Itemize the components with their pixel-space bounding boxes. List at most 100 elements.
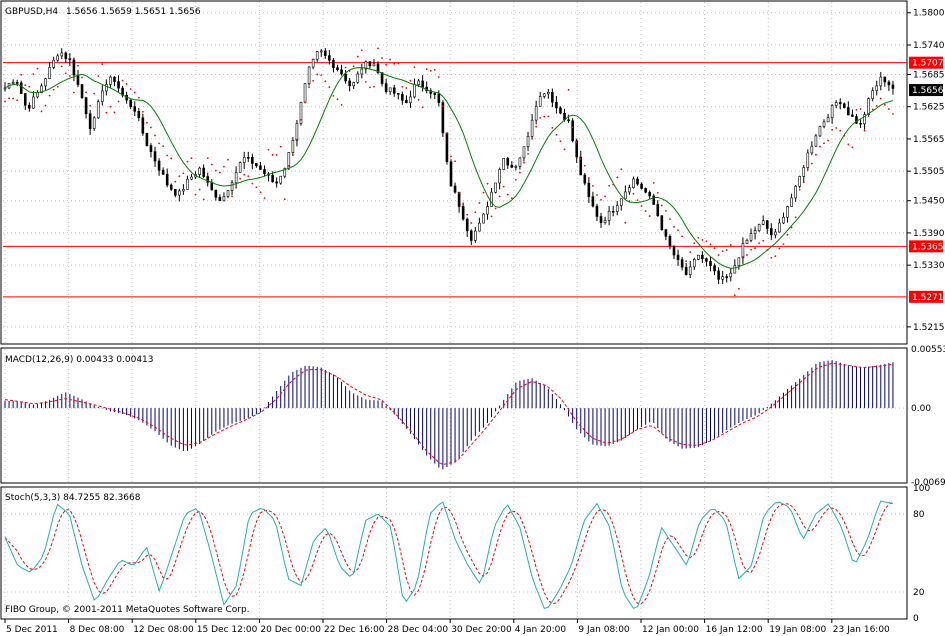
sar-dot xyxy=(20,73,23,76)
sar-dot xyxy=(316,73,319,76)
candle-bull xyxy=(299,102,303,124)
sar-dot xyxy=(656,191,659,194)
candle-bear xyxy=(332,59,335,68)
candle-bull xyxy=(697,254,700,260)
sar-dot xyxy=(571,126,574,129)
candle-bear xyxy=(64,52,68,59)
candle-bear xyxy=(595,205,599,217)
candle-bear xyxy=(344,73,347,82)
candle-bull xyxy=(547,91,550,95)
sar-dot xyxy=(369,86,371,89)
sar-dot xyxy=(12,97,15,100)
candle-bull xyxy=(688,266,692,275)
candle-bull xyxy=(518,157,522,167)
sar-dot xyxy=(790,226,793,229)
candle-bull xyxy=(875,85,879,91)
sar-dot xyxy=(494,207,497,210)
price-pane[interactable]: 1.5707 1.5365 1.5271 GBPUSD,H4 1.5656 1.56… xyxy=(0,0,945,345)
sar-dot xyxy=(486,182,489,185)
stoch-pane[interactable]: Stoch(5,3,3) 84.7255 82.3668 FIBO Group,… xyxy=(0,484,930,624)
sar-dot xyxy=(158,142,160,145)
copyright-text: FIBO Group, © 2001-2011 MetaQuotes Softw… xyxy=(5,605,250,615)
sar-dot xyxy=(482,191,485,194)
sar-dot xyxy=(44,104,47,107)
candle-bull xyxy=(105,84,108,92)
candle-bear xyxy=(838,102,842,105)
macd-axis: 0.00553 0.00 -0.00691 xyxy=(911,345,945,488)
sar-dot xyxy=(243,173,246,176)
sar-dot xyxy=(555,133,558,136)
candle-bear xyxy=(218,197,222,202)
sar-dot xyxy=(206,157,209,160)
sar-dot xyxy=(389,58,392,61)
sar-dot xyxy=(681,235,684,238)
horizontal-line-tag xyxy=(909,290,943,303)
candle-bull xyxy=(628,187,631,193)
candle-bear xyxy=(684,266,688,275)
sar-dot xyxy=(40,110,43,113)
candle-bull xyxy=(619,198,623,206)
candle-bull xyxy=(782,216,785,224)
candle-bull xyxy=(632,178,635,188)
price-tick-label: 1.5505 xyxy=(913,167,945,177)
horizontal-lines[interactable]: 1.5707 1.5365 1.5271 xyxy=(3,56,944,303)
candle-bear xyxy=(421,80,424,88)
candle-bear xyxy=(336,67,339,71)
candle-bull xyxy=(279,175,283,184)
candle-bear xyxy=(672,245,676,256)
sar-dot xyxy=(697,236,700,239)
sar-dot xyxy=(644,210,647,212)
stoch-main-line xyxy=(4,500,893,610)
sar-dot xyxy=(746,254,748,256)
sar-dot xyxy=(802,181,805,184)
candle-bear xyxy=(506,158,510,166)
sar-dot xyxy=(162,145,165,147)
candle-bear xyxy=(210,182,214,191)
time-axis: 5 Dec 2011 8 Dec 08:00 12 Dec 08:00 15 Dec … xyxy=(4,619,890,635)
candle-bull xyxy=(867,98,870,115)
candle-bear xyxy=(656,204,660,216)
sar-dot xyxy=(514,178,517,181)
candle-bull xyxy=(307,66,311,84)
sar-dot xyxy=(247,175,250,177)
sar-dot xyxy=(36,67,39,70)
sar-dot xyxy=(97,75,100,77)
candle-bear xyxy=(660,215,664,230)
candle-bear xyxy=(206,176,210,183)
sar-dot xyxy=(364,80,367,83)
candle-bull xyxy=(478,222,481,232)
sar-dot xyxy=(510,197,513,200)
candle-bear xyxy=(405,99,408,104)
candle-bear xyxy=(551,91,554,103)
macd-histogram xyxy=(4,360,894,470)
sar-dot xyxy=(612,183,615,186)
sar-dot xyxy=(146,121,148,124)
candle-bear xyxy=(396,92,400,95)
sar-dot xyxy=(669,218,671,221)
candle-bear xyxy=(157,160,161,171)
price-tick-label: 1.5565 xyxy=(913,135,945,145)
candle-bull xyxy=(490,191,493,207)
sar-dot xyxy=(393,62,396,65)
sar-dot xyxy=(887,108,890,110)
sar-dot xyxy=(519,171,521,174)
candle-bear xyxy=(80,84,84,98)
sar-dot xyxy=(551,126,554,129)
sar-dot xyxy=(729,244,732,246)
time-tick-label: 22 Dec 16:00 xyxy=(324,625,385,635)
sar-dot xyxy=(344,66,347,69)
sar-dot xyxy=(567,88,570,91)
candle-bear xyxy=(842,103,846,108)
candle-bull xyxy=(295,123,299,141)
sar-dot xyxy=(4,100,6,103)
time-tick-label: 30 Dec 20:00 xyxy=(451,625,512,635)
time-tick-label: 8 Dec 08:00 xyxy=(70,625,125,635)
sar-dot xyxy=(68,75,71,77)
macd-pane[interactable]: MACD(12,26,9) 0.00433 0.00413 0.005530.0… xyxy=(0,345,945,488)
stoch-tick-label: 100 xyxy=(913,484,930,494)
candle-bear xyxy=(392,87,396,94)
sar-dot xyxy=(441,105,444,107)
stoch-signal-line xyxy=(4,501,894,605)
sar-dot xyxy=(490,215,493,218)
